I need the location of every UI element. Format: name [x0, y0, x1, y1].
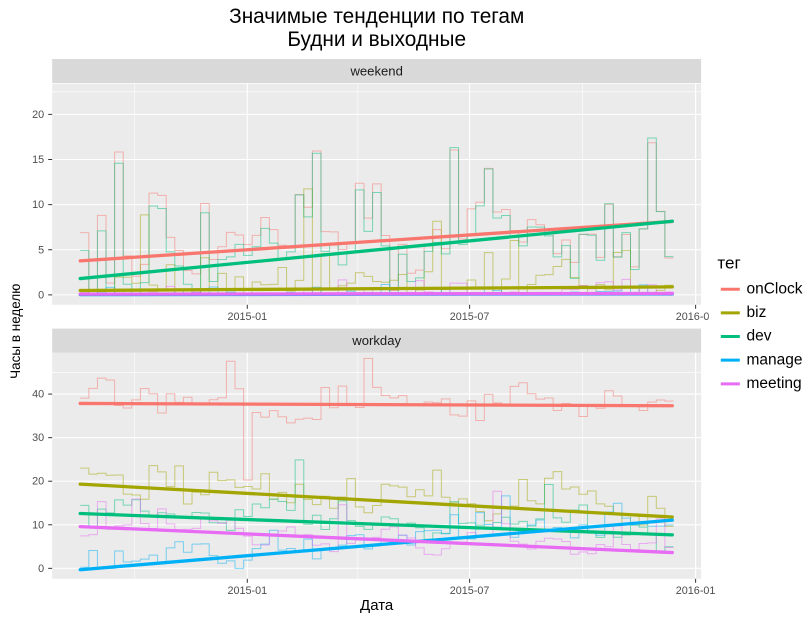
svg-text:Будни и выходные: Будни и выходные: [287, 28, 466, 51]
svg-text:0: 0: [38, 563, 44, 575]
svg-text:2015-01: 2015-01: [227, 311, 267, 323]
svg-text:workday: workday: [351, 333, 401, 348]
svg-text:0: 0: [38, 289, 44, 301]
svg-text:onClock: onClock: [747, 280, 803, 297]
svg-text:15: 15: [32, 154, 44, 166]
svg-text:2016-01: 2016-01: [676, 585, 716, 597]
svg-text:2015-07: 2015-07: [450, 311, 490, 323]
svg-text:Значимые тенденции по тегам: Значимые тенденции по тегам: [229, 5, 524, 28]
svg-text:10: 10: [32, 199, 44, 211]
svg-text:meeting: meeting: [747, 375, 802, 392]
svg-text:2015-01: 2015-01: [227, 585, 267, 597]
svg-text:Часы в неделю: Часы в неделю: [8, 284, 23, 379]
svg-text:20: 20: [32, 109, 44, 121]
svg-text:10: 10: [32, 519, 44, 531]
svg-text:30: 30: [32, 432, 44, 444]
svg-text:Дата: Дата: [360, 597, 394, 614]
svg-text:тег: тег: [717, 254, 740, 273]
svg-text:5: 5: [38, 244, 44, 256]
svg-text:dev: dev: [747, 328, 772, 345]
svg-text:weekend: weekend: [349, 64, 402, 79]
svg-text:biz: biz: [747, 304, 767, 321]
svg-text:2015-07: 2015-07: [450, 585, 490, 597]
svg-text:20: 20: [32, 476, 44, 488]
svg-text:manage: manage: [747, 351, 803, 368]
svg-text:40: 40: [32, 389, 44, 401]
